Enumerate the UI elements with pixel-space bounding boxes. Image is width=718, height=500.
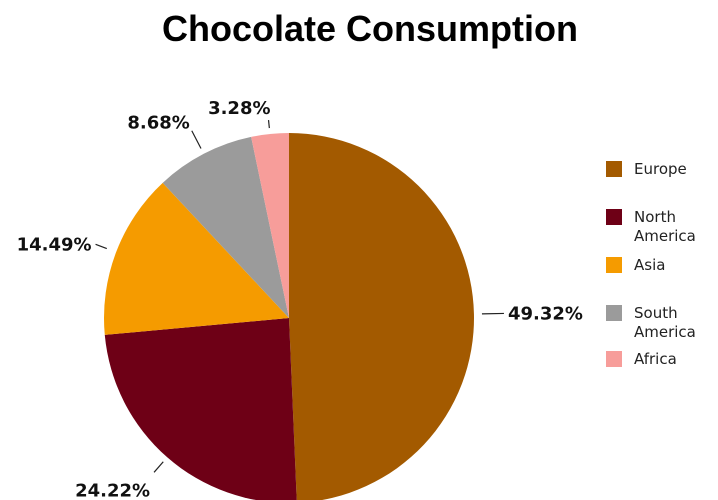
pie-slice-north-america: [104, 318, 297, 500]
slice-label: 49.32%: [508, 303, 583, 324]
pie-slice-asia: [103, 182, 289, 335]
legend-item: South America: [606, 304, 714, 342]
slice-label: 8.68%: [127, 113, 189, 134]
pie-slice-europe: [289, 133, 475, 500]
legend-swatch: [606, 257, 622, 273]
legend-swatch: [606, 209, 622, 225]
slice-label: 24.22%: [75, 480, 150, 500]
legend-label: South America: [634, 304, 696, 341]
leader-line: [95, 243, 107, 250]
legend-label: North America: [634, 208, 696, 245]
legend-label: Europe: [634, 160, 687, 178]
pie-slice-south-america: [162, 136, 289, 318]
pie-slice-africa: [251, 133, 289, 318]
leader-line: [153, 461, 164, 473]
leader-lines: [95, 119, 504, 473]
slice-label: 3.28%: [208, 98, 270, 119]
slice-label: 14.49%: [17, 234, 92, 255]
leader-line: [267, 119, 270, 129]
legend-item: Africa: [606, 350, 714, 369]
leader-line: [191, 130, 202, 149]
legend-label: Africa: [634, 350, 677, 368]
chart-title: Chocolate Consumption: [162, 8, 578, 49]
legend-item: Asia: [606, 256, 714, 275]
legend-swatch: [606, 161, 622, 177]
legend-swatch: [606, 351, 622, 367]
pie-slices: [103, 133, 475, 500]
legend-item: North America: [606, 208, 714, 246]
legend-label: Asia: [634, 256, 666, 274]
legend-item: Europe: [606, 160, 714, 179]
legend-swatch: [606, 305, 622, 321]
slice-labels: 49.32% 24.22% 14.49% 8.68% 3.28%: [17, 98, 583, 500]
